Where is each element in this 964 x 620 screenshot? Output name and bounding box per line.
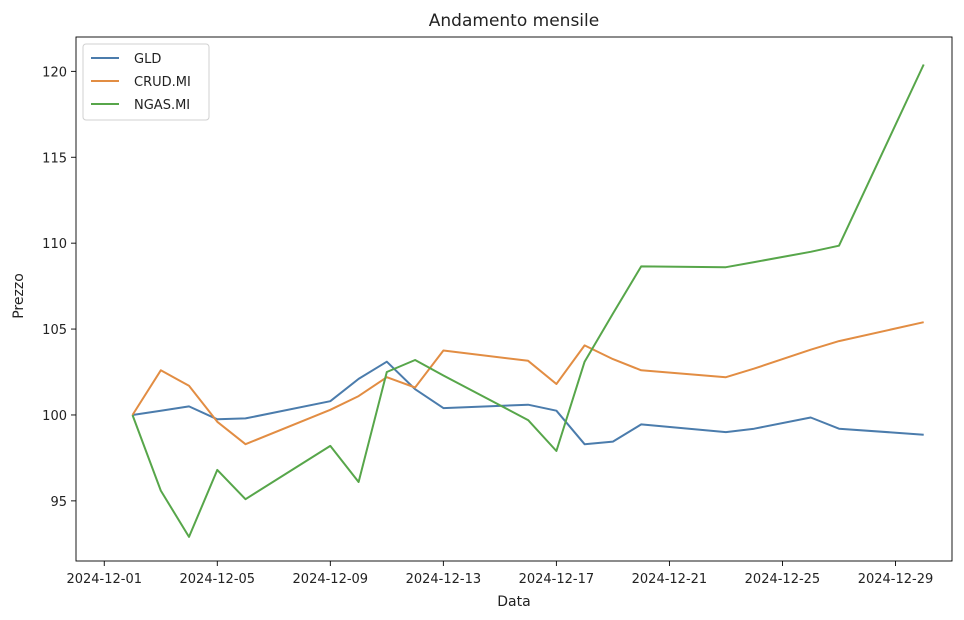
x-tick-label: 2024-12-05 — [180, 572, 256, 587]
y-tick-label: 120 — [42, 65, 67, 80]
plot-area — [75, 36, 953, 562]
y-tick-label: 95 — [50, 495, 67, 510]
series-line-gld — [132, 360, 924, 446]
x-tick-label: 2024-12-09 — [293, 572, 369, 587]
chart-title: Andamento mensile — [429, 11, 599, 31]
legend: GLD CRUD.MI NGAS.MI — [82, 43, 210, 121]
y-tick-label: 100 — [42, 409, 67, 424]
x-tick-label: 2024-12-17 — [519, 572, 595, 587]
x-tick-label: 2024-12-29 — [858, 572, 934, 587]
series-line-crud-mi — [131, 321, 924, 446]
legend-label: GLD — [134, 52, 161, 67]
y-axis-title: Prezzo — [11, 273, 27, 319]
series-layer — [131, 64, 925, 538]
plot-frame — [75, 36, 953, 562]
x-axis-title: Data — [497, 594, 530, 610]
x-axis-ticks: 2024-12-01 2024-12-05 2024-12-09 2024-12-13… — [66, 561, 933, 587]
x-tick-label: 2024-12-21 — [632, 572, 708, 587]
y-tick-label: 110 — [42, 237, 67, 252]
y-tick-label: 105 — [42, 323, 67, 338]
series-line-ngas-mi — [131, 64, 925, 538]
legend-label: NGAS.MI — [134, 98, 190, 113]
legend-label: CRUD.MI — [134, 75, 191, 90]
y-tick-label: 115 — [42, 151, 67, 166]
legend-box — [82, 43, 210, 121]
x-tick-label: 2024-12-01 — [66, 572, 142, 587]
x-tick-label: 2024-12-13 — [406, 572, 482, 587]
y-axis-ticks: 95 100 105 110 115 120 — [42, 65, 76, 510]
x-tick-label: 2024-12-25 — [745, 572, 821, 587]
